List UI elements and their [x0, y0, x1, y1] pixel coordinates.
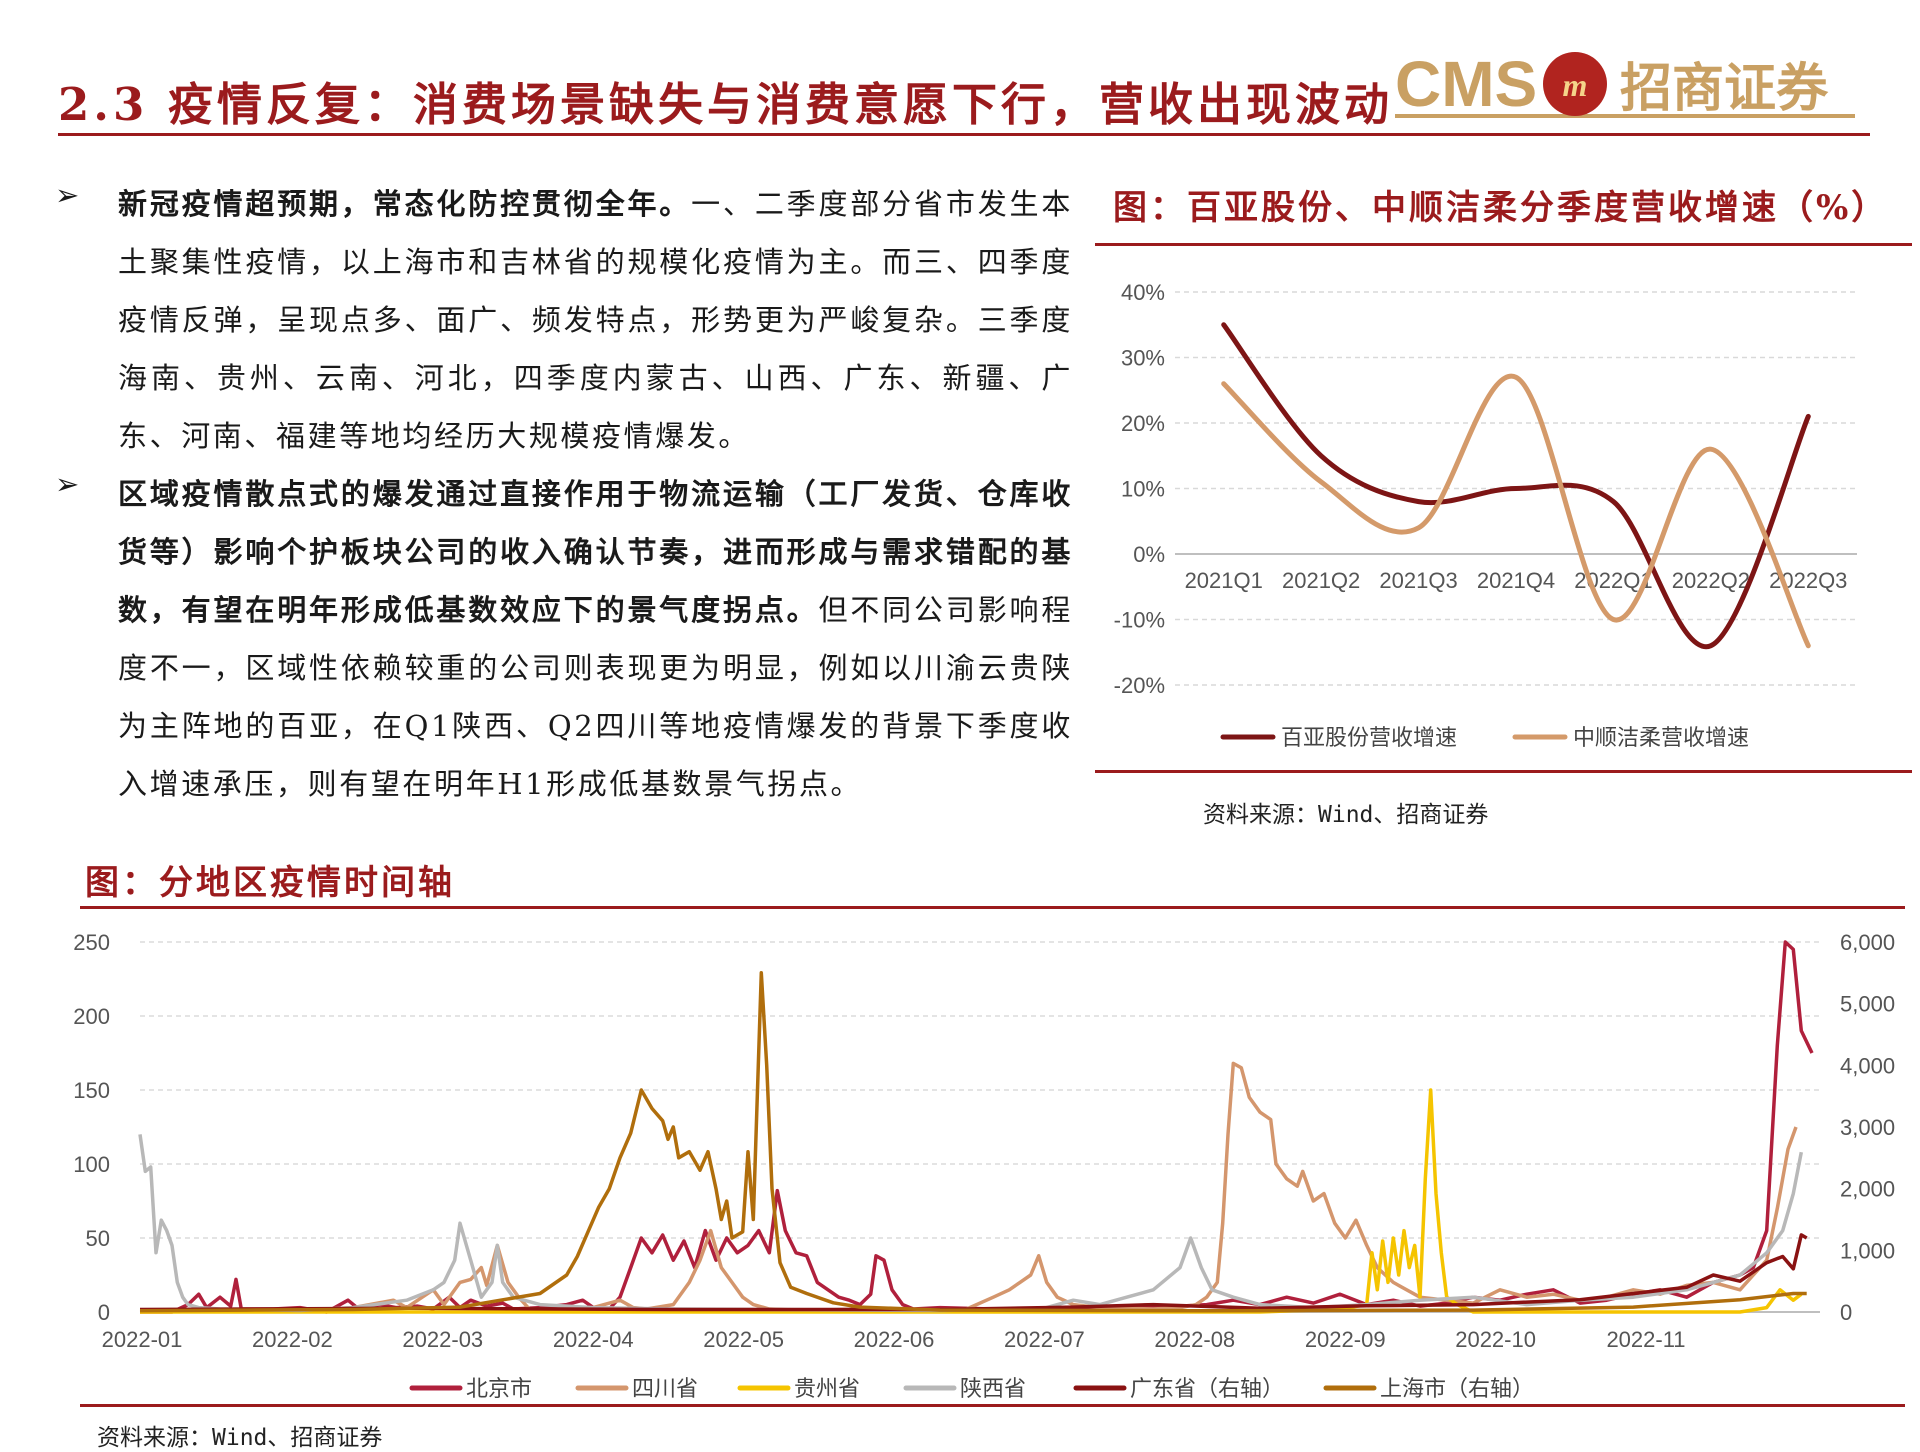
y-tick-label: 20% [1121, 411, 1165, 436]
x-tick-label: 2022-10 [1455, 1327, 1536, 1352]
logo-text: CMS [1395, 48, 1537, 120]
cms-logo: CMS m 招商证券 [1395, 48, 1855, 120]
series-line-1 [140, 940, 1814, 1314]
chart2-bottom-rule [80, 1404, 1905, 1407]
legend-label: 北京市 [466, 1377, 532, 1402]
x-tick-label: 2021Q4 [1477, 568, 1555, 593]
series-line-4 [138, 1134, 1804, 1313]
chart2-top-rule [80, 906, 1905, 909]
chart2-source: 资料来源：Wind、招商证券 [97, 1425, 383, 1451]
legend-label: 贵州省 [794, 1377, 860, 1402]
legend-label: 广东省（右轴） [1130, 1377, 1284, 1402]
chart2: 250 200 150 100 50 0 6,000 5,000 4,000 3,000 2,000… [73, 930, 1895, 1402]
x-tick-label: 2022-11 [1606, 1327, 1685, 1352]
series-line-6 [139, 971, 1807, 1313]
y-tick-label: -20% [1114, 673, 1165, 698]
chart1-title: 图：百亚股份、中顺洁柔分季度营收增速（%） [1113, 188, 1889, 228]
legend-label: 陕西省 [960, 1377, 1026, 1402]
bullet-arrow-icon: ➢ [55, 467, 80, 501]
x-tick-label: 2021Q1 [1185, 568, 1263, 593]
bullet-arrow-icon: ➢ [55, 178, 80, 212]
x-tick-label: 2022-09 [1305, 1327, 1386, 1352]
right-tick-label: 2,000 [1840, 1177, 1895, 1202]
chart1-bottom-rule [1095, 770, 1912, 773]
series-line-2 [139, 1061, 1798, 1314]
chart1-source: 资料来源：Wind、招商证券 [1203, 802, 1489, 828]
logo-emblem-icon [1543, 52, 1607, 116]
x-tick-label: 2022-03 [402, 1327, 483, 1352]
logo-cn: 招商证券 [1620, 58, 1829, 119]
y-tick-label: 40% [1121, 280, 1165, 305]
left-tick-label: 0 [98, 1300, 110, 1325]
x-tick-label: 2021Q2 [1282, 568, 1360, 593]
left-tick-label: 150 [73, 1078, 110, 1103]
legend-label: 中顺洁柔营收增速 [1573, 726, 1749, 751]
x-tick-label: 2021Q3 [1379, 568, 1457, 593]
left-tick-label: 200 [73, 1004, 110, 1029]
left-tick-label: 50 [86, 1226, 110, 1251]
bullet-text: 新冠疫情超预期，常态化防控贯彻全年。一、二季度部分省市发生本土聚集性疫情，以上海… [118, 175, 1073, 813]
y-tick-label: -10% [1114, 608, 1165, 633]
x-tick-label: 2022-01 [102, 1327, 183, 1352]
x-tick-label: 2022-02 [252, 1327, 333, 1352]
x-tick-label: 2022-05 [703, 1327, 784, 1352]
right-tick-label: 4,000 [1840, 1053, 1895, 1078]
legend-label: 四川省 [632, 1377, 698, 1402]
x-tick-label: 2022-08 [1154, 1327, 1235, 1352]
right-tick-label: 3,000 [1840, 1115, 1895, 1140]
page-title: 2.3 疫情反复：消费场景缺失与消费意愿下行，营收出现波动 [58, 78, 1393, 131]
right-tick-label: 5,000 [1840, 992, 1895, 1017]
series-line-2 [1221, 373, 1811, 649]
x-tick-label: 2022-04 [553, 1327, 634, 1352]
y-tick-label: 0% [1133, 542, 1165, 567]
chart1: 40% 30% 20% 10% 0% -10% -20% 2021Q1 2021Q2 2021Q3… [1114, 280, 1857, 751]
y-tick-label: 10% [1121, 477, 1165, 502]
right-tick-label: 0 [1840, 1300, 1852, 1325]
chart1-top-rule [1095, 243, 1912, 246]
x-tick-label: 2022-06 [854, 1327, 935, 1352]
left-tick-label: 250 [73, 930, 110, 955]
left-tick-label: 100 [73, 1152, 110, 1177]
chart2-title: 图：分地区疫情时间轴 [85, 863, 455, 903]
svg-text:m: m [1563, 67, 1588, 103]
x-tick-label: 2022-07 [1004, 1327, 1085, 1352]
series-line-5 [139, 1233, 1808, 1312]
x-tick-label: 2022Q2 [1672, 568, 1750, 593]
y-tick-label: 30% [1121, 346, 1165, 371]
title-rule [58, 133, 1870, 136]
bullet-2: 区域疫情散点式的爆发通过直接作用于物流运输（工厂发货、仓库收货等）影响个护板块公… [118, 477, 1073, 801]
right-tick-label: 1,000 [1840, 1238, 1895, 1263]
series-line-3 [140, 1088, 1803, 1314]
series-line-1 [1221, 322, 1811, 650]
legend-label: 上海市（右轴） [1380, 1377, 1534, 1402]
legend-label: 百亚股份营收增速 [1281, 726, 1457, 751]
right-tick-label: 6,000 [1840, 930, 1895, 955]
bullet-1: 新冠疫情超预期，常态化防控贯彻全年。一、二季度部分省市发生本土聚集性疫情，以上海… [118, 187, 1073, 453]
